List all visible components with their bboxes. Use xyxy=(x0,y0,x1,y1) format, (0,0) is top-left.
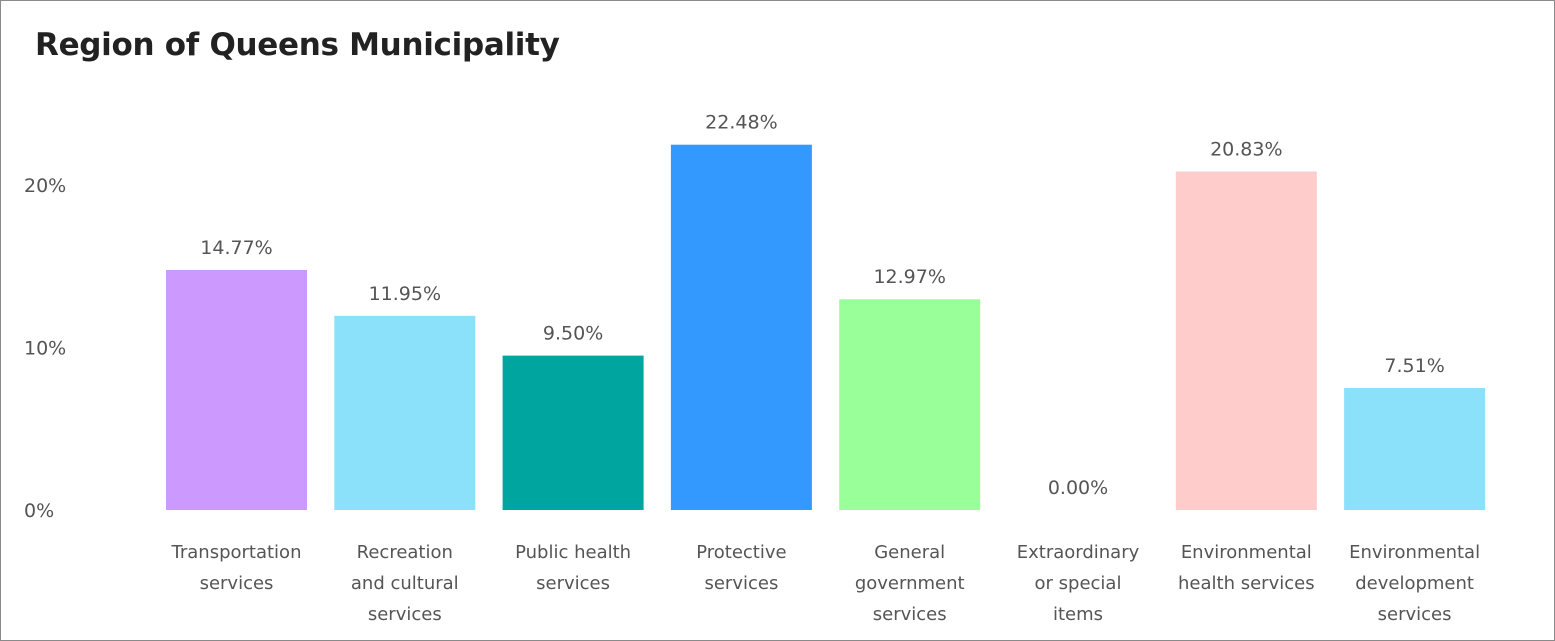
bar[interactable] xyxy=(334,315,476,510)
category-label-line: Protective xyxy=(696,542,786,563)
bar[interactable] xyxy=(166,269,307,510)
category-label-line: services xyxy=(1378,604,1452,625)
value-labels: 14.77% 11.95% 9.50% 22.48% 12.97% 0.00% 20.83%… xyxy=(200,112,1445,499)
category-label-line: Recreation xyxy=(357,542,453,563)
category-label-line: Transportation xyxy=(171,542,302,563)
category-label-line: government xyxy=(855,573,965,594)
value-label: 12.97% xyxy=(873,266,945,288)
category-label: General government services xyxy=(855,542,965,625)
category-label: Environmental development services xyxy=(1349,542,1480,625)
bar[interactable] xyxy=(670,144,812,510)
category-label: Transportation services xyxy=(171,542,302,594)
category-label-line: services xyxy=(536,573,610,594)
y-tick-label: 0% xyxy=(24,500,54,522)
category-label-line: services xyxy=(873,604,947,625)
value-label: 20.83% xyxy=(1210,139,1282,161)
category-label-line: Public health xyxy=(515,542,631,563)
category-label-line: Environmental xyxy=(1181,542,1312,563)
y-tick-label: 20% xyxy=(24,175,66,197)
category-label-line: items xyxy=(1053,604,1103,625)
bar[interactable] xyxy=(1344,387,1486,510)
bars xyxy=(166,144,1486,510)
bar[interactable] xyxy=(502,355,644,510)
y-axis: 0% 10% 20% xyxy=(24,175,66,522)
category-label: Extraordinary or special items xyxy=(1017,542,1140,625)
category-label-line: Extraordinary xyxy=(1017,542,1140,563)
bar[interactable] xyxy=(839,299,981,510)
category-label-line: General xyxy=(874,542,945,563)
value-label: 11.95% xyxy=(369,283,441,305)
category-label: Recreation and cultural services xyxy=(351,542,459,625)
category-label-line: Environmental xyxy=(1349,542,1480,563)
chart-title: Region of Queens Municipality xyxy=(35,27,560,63)
category-label-line: services xyxy=(368,604,442,625)
category-label: Environmental health services xyxy=(1178,542,1315,594)
value-label: 9.50% xyxy=(543,323,603,345)
y-tick-label: 10% xyxy=(24,338,66,360)
bar[interactable] xyxy=(1175,171,1317,510)
category-label-line: development xyxy=(1355,573,1474,594)
category-label: Public health services xyxy=(515,542,631,594)
category-label: Protective services xyxy=(696,542,786,594)
category-label-line: or special xyxy=(1035,573,1122,594)
category-label-line: and cultural xyxy=(351,573,459,594)
value-label: 0.00% xyxy=(1048,477,1108,499)
category-label-line: services xyxy=(200,573,274,594)
category-label-line: health services xyxy=(1178,573,1315,594)
value-label: 14.77% xyxy=(200,237,272,259)
category-labels: Transportation services Recreation and cult… xyxy=(171,542,1481,625)
value-label: 22.48% xyxy=(705,112,777,134)
category-label-line: services xyxy=(704,573,778,594)
value-label: 7.51% xyxy=(1384,355,1444,377)
